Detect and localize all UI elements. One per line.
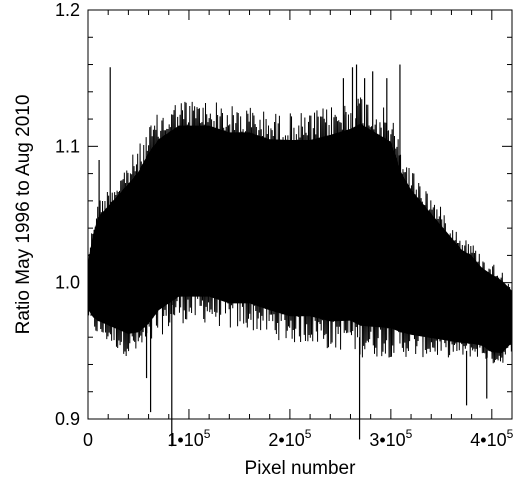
ratio-series-core-band: [88, 123, 512, 354]
x-tick-label: 3•105: [369, 427, 412, 450]
x-tick-label-base: 0: [83, 430, 93, 450]
x-tick-label-exponent: 5: [204, 427, 211, 441]
x-tick-label: 0: [83, 430, 93, 450]
x-tick-label-base: 2•10: [268, 430, 304, 450]
y-tick-label: 1.2: [55, 0, 80, 20]
x-tick-label-base: 3•10: [369, 430, 405, 450]
y-tick-label: 1.1: [55, 136, 80, 156]
plot-frame: [87, 9, 513, 420]
y-tick-label: 1.0: [55, 273, 80, 293]
plot-area: [87, 64, 513, 447]
y-axis-title: Ratio May 1996 to Aug 2010: [13, 95, 34, 335]
x-tick-label-base: 4•10: [470, 430, 506, 450]
x-tick-label-base: 1•10: [167, 430, 203, 450]
axis-ticks: [87, 9, 512, 420]
x-axis-title: Pixel number: [245, 458, 357, 479]
y-tick-label: 0.9: [55, 409, 80, 429]
x-tick-label: 4•105: [470, 427, 513, 450]
x-tick-label-exponent: 5: [406, 427, 413, 441]
x-tick-label: 1•105: [167, 427, 210, 450]
x-tick-label-exponent: 5: [305, 427, 312, 441]
x-tick-label: 2•105: [268, 427, 311, 450]
x-tick-label-exponent: 5: [507, 427, 514, 441]
